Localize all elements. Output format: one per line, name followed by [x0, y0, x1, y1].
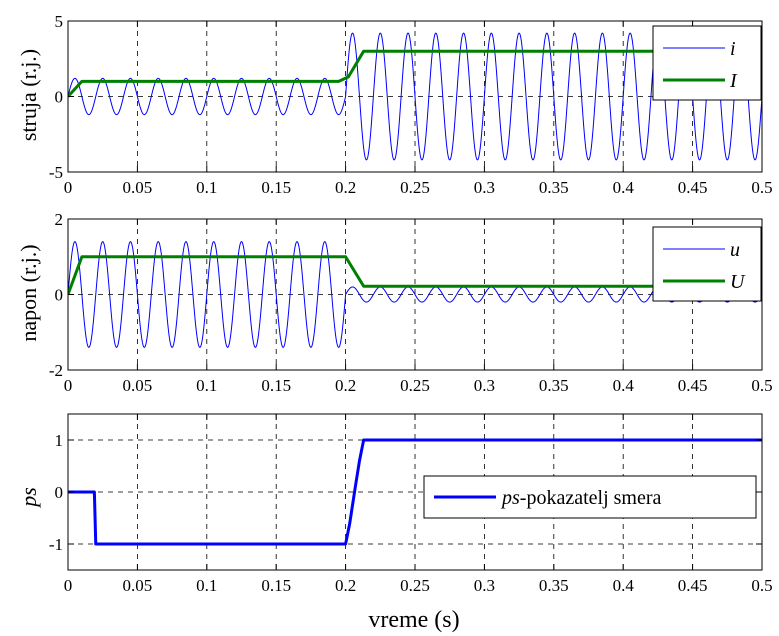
current-x-tick-label: 0.2: [335, 178, 356, 197]
direction-x-tick-label: 0.5: [751, 576, 772, 595]
voltage-x-tick-label: 0.4: [613, 376, 635, 395]
voltage-legend-label-u: u: [730, 239, 740, 261]
x-axis-label: vreme (s): [368, 607, 459, 633]
current-legend-label-I: I: [729, 70, 738, 92]
voltage-x-tick-label: 0.2: [335, 376, 356, 395]
direction-x-tick-label: 0.1: [196, 576, 217, 595]
current-x-tick-label: 0.45: [678, 178, 708, 197]
direction-x-tick-label: 0.3: [474, 576, 495, 595]
voltage-y-tick-label: -2: [49, 361, 63, 380]
direction-y-axis-label: ps: [16, 487, 41, 509]
voltage-x-tick-label: 0.1: [196, 376, 217, 395]
direction-x-tick-label: 0.2: [335, 576, 356, 595]
direction-x-tick-label: 0.4: [613, 576, 635, 595]
direction-x-tick-label: 0.25: [400, 576, 430, 595]
voltage-subplot: 0 0.05 0.1 0.15 0.2 0.25 0.3 0.35 0.4 0.45 0.5-202…: [16, 210, 773, 395]
direction-series-ps-line: [68, 438, 762, 546]
current-y-tick-label: 5: [55, 12, 64, 31]
current-x-tick-label: 0.25: [400, 178, 430, 197]
voltage-y-tick-label: 2: [55, 210, 64, 229]
direction-series-group: [68, 438, 762, 546]
current-y-tick-label: 0: [55, 88, 64, 107]
direction-x-tick-label: 0.15: [261, 576, 291, 595]
direction-y-tick-label: 1: [55, 431, 64, 450]
current-legend: i I: [652, 25, 762, 101]
current-x-tick-label: 0.05: [123, 178, 153, 197]
direction-subplot: 0 0.05 0.1 0.15 0.2 0.25 0.3 0.35 0.4 0.45 0.5 -1 0 1…: [16, 413, 773, 633]
current-legend-label-i: i: [730, 38, 736, 60]
current-y-tick-label: -5: [49, 163, 63, 182]
voltage-x-tick-label: 0: [64, 376, 73, 395]
direction-y-tick-label: 0: [55, 483, 64, 502]
voltage-x-tick-label: 0.45: [678, 376, 708, 395]
voltage-x-tick-label: 0.3: [474, 376, 495, 395]
current-ticks: 0 0.05 0.1 0.15 0.2 0.25 0.3 0.35 0.4 0.45 0.5-505: [49, 12, 773, 197]
voltage-x-tick-label: 0.05: [123, 376, 153, 395]
current-x-tick-label: 0: [64, 178, 73, 197]
voltage-ticks: 0 0.05 0.1 0.15 0.2 0.25 0.3 0.35 0.4 0.45 0.5-202: [49, 210, 773, 395]
current-series-I-line: [68, 49, 762, 98]
voltage-x-tick-label: 0.25: [400, 376, 430, 395]
direction-x-tick-label: 0.45: [678, 576, 708, 595]
voltage-x-tick-label: 0.5: [751, 376, 772, 395]
current-x-tick-label: 0.1: [196, 178, 217, 197]
current-x-tick-label: 0.4: [613, 178, 635, 197]
direction-legend-label: ps-pokazatelj smera: [500, 487, 662, 509]
current-y-axis-label: struja (r.j.): [16, 49, 41, 141]
voltage-series-U-line: [68, 255, 762, 296]
current-x-tick-label: 0.3: [474, 178, 495, 197]
voltage-x-tick-label: 0.35: [539, 376, 569, 395]
direction-x-tick-label: 0.05: [123, 576, 153, 595]
current-subplot: 0 0.05 0.1 0.15 0.2 0.25 0.3 0.35 0.4 0.45 0.5-505…: [16, 12, 773, 197]
voltage-y-axis-label: napon (r.j.): [16, 244, 41, 341]
direction-x-tick-label: 0: [64, 576, 73, 595]
voltage-series-group: [68, 241, 762, 348]
voltage-series-u-line: [68, 241, 762, 348]
current-series-group: [68, 32, 762, 161]
voltage-y-tick-label: 0: [55, 286, 64, 305]
voltage-legend: u U: [652, 226, 762, 302]
current-x-tick-label: 0.5: [751, 178, 772, 197]
direction-y-tick-label: -1: [49, 535, 63, 554]
current-x-tick-label: 0.35: [539, 178, 569, 197]
voltage-legend-label-U: U: [730, 271, 746, 293]
direction-legend: ps-pokazatelj smera: [423, 475, 757, 519]
direction-x-tick-label: 0.35: [539, 576, 569, 595]
voltage-x-tick-label: 0.15: [261, 376, 291, 395]
current-x-tick-label: 0.15: [261, 178, 291, 197]
direction-ticks: 0 0.05 0.1 0.15 0.2 0.25 0.3 0.35 0.4 0.45 0.5 -1 0 1: [49, 414, 773, 595]
